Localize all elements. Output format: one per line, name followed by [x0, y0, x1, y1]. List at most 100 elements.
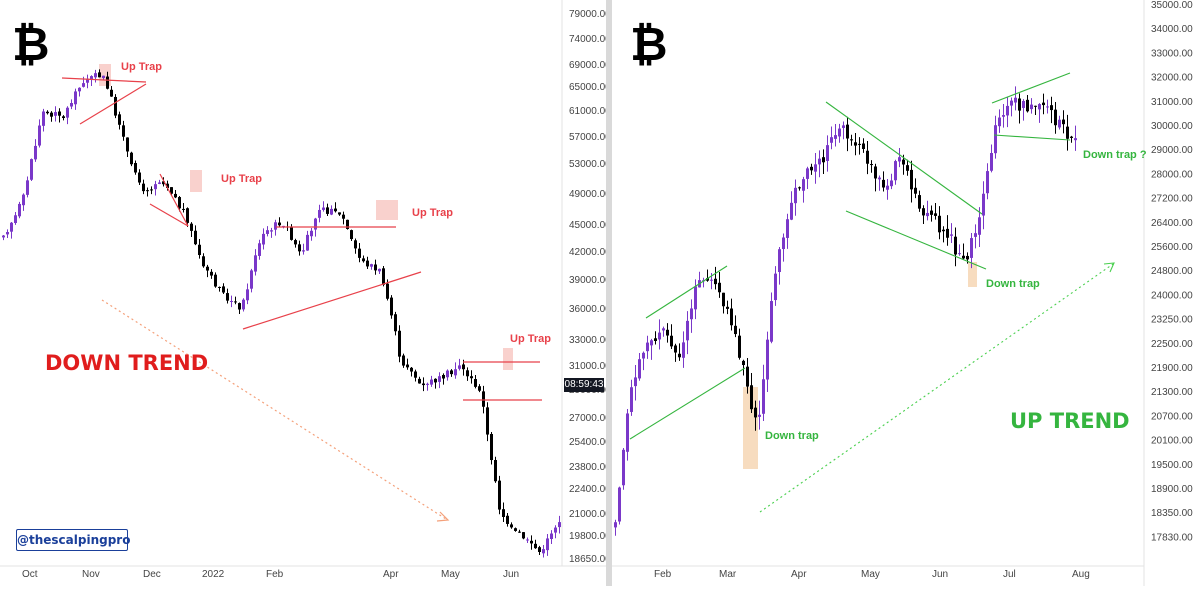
right-candle-body	[1074, 138, 1077, 141]
left-candle-body	[202, 256, 205, 267]
left-candle-body	[462, 364, 465, 370]
left-candle-body	[214, 274, 217, 287]
left-candle-body	[434, 378, 437, 383]
left-candle-body	[326, 207, 329, 214]
left-candle-body	[162, 181, 165, 185]
left-candle-body	[22, 194, 25, 206]
right-candle-body	[1042, 102, 1045, 106]
right-price-tick: 35000.00	[1151, 0, 1193, 11]
left-candle-body	[234, 301, 237, 303]
left-candle-body	[70, 103, 73, 107]
right-candle-body	[886, 185, 889, 190]
left-candle-body	[42, 111, 45, 126]
right-candle-body	[814, 164, 817, 172]
right-price-tick: 32000.00	[1151, 73, 1193, 84]
right-price-tick: 19500.00	[1151, 460, 1193, 471]
left-candle-body	[2, 235, 5, 238]
trend-label-up: UP TREND	[1010, 409, 1130, 433]
left-candle-body	[394, 314, 397, 332]
right-candle-body	[646, 342, 649, 352]
left-candle-body	[402, 355, 405, 366]
left-candle-body	[18, 203, 21, 217]
left-candle-body	[458, 365, 461, 369]
right-price-tick: 23250.00	[1151, 315, 1193, 326]
right-candle-body	[1038, 104, 1041, 110]
left-candle-body	[454, 369, 457, 376]
annotation-down-trap-2: Down trap	[986, 278, 1040, 290]
left-candle-body	[350, 230, 353, 240]
left-up-trap-highlight	[376, 200, 398, 220]
left-candle-body	[470, 376, 473, 379]
right-price-tick: 24800.00	[1151, 266, 1193, 277]
left-candle-body	[414, 371, 417, 378]
left-candle-body	[526, 539, 529, 541]
left-candle-body	[138, 172, 141, 183]
left-candle-body	[198, 244, 201, 256]
right-candle-body	[998, 117, 1001, 127]
right-candle-body	[654, 338, 657, 341]
left-candle-body	[226, 293, 229, 301]
right-candle-body	[746, 366, 749, 387]
left-price-tick: 27000.00	[569, 413, 606, 424]
left-candle-body	[142, 183, 145, 192]
left-trendline	[61, 77, 147, 83]
right-candle-body	[642, 352, 645, 359]
right-candle-body	[958, 253, 961, 255]
left-candle-body	[502, 509, 505, 517]
right-candle-body	[714, 278, 717, 285]
left-candle-body	[446, 370, 449, 378]
right-candle-body	[670, 335, 673, 347]
left-candle-body	[246, 289, 249, 301]
left-candle-body	[378, 268, 381, 272]
left-candle-body	[78, 87, 81, 92]
left-price-tick: 69000.00	[569, 60, 606, 71]
left-candle-body	[266, 230, 269, 234]
left-price-tick: 42000.00	[569, 247, 606, 258]
right-candle-body	[770, 301, 773, 342]
left-time-tick: Apr	[383, 569, 399, 580]
right-price-tick: 26400.00	[1151, 218, 1193, 229]
left-candle-body	[38, 125, 41, 146]
right-candle-body	[966, 255, 969, 260]
left-candle-body	[114, 96, 117, 116]
left-candle-body	[6, 232, 9, 235]
right-candle-body	[862, 143, 865, 149]
left-price-tick: 61000.00	[569, 106, 606, 117]
left-price-tick: 53000.00	[569, 159, 606, 170]
left-candle-body	[90, 76, 93, 80]
left-candle-body	[530, 540, 533, 544]
right-candle-body	[1014, 97, 1017, 103]
right-uptrend-arrow-line	[759, 263, 1114, 513]
right-candle-body	[690, 308, 693, 320]
left-trendline	[159, 173, 189, 227]
right-candle-body	[838, 128, 841, 137]
left-candle-body	[258, 243, 261, 256]
left-candle-body	[150, 189, 153, 191]
right-candle-body	[658, 332, 661, 340]
left-candle-body	[46, 111, 49, 114]
left-time-tick: 2022	[202, 569, 225, 580]
right-trendline	[629, 367, 746, 440]
left-candle-body	[314, 218, 317, 230]
right-trendline	[991, 72, 1071, 104]
left-candle-body	[210, 271, 213, 276]
right-candle-body	[634, 377, 637, 387]
right-price-tick: 18900.00	[1151, 484, 1193, 495]
left-candle-body	[270, 230, 273, 232]
right-price-tick: 33000.00	[1151, 48, 1193, 59]
left-candle-body	[294, 240, 297, 245]
watermark-handle[interactable]: @thescalpingpro	[16, 529, 130, 551]
right-price-tick: 34000.00	[1151, 24, 1193, 35]
right-candle-body	[930, 210, 933, 215]
left-time-tick: Feb	[266, 569, 284, 580]
right-down-trap-highlight	[968, 262, 977, 287]
right-candle-body	[726, 306, 729, 309]
left-candle-body	[154, 184, 157, 190]
left-candle-body	[278, 222, 281, 226]
left-candle-body	[498, 480, 501, 510]
right-candle-body	[786, 219, 789, 238]
right-candle-body	[762, 379, 765, 414]
left-candle-body	[354, 240, 357, 249]
panel-divider[interactable]	[606, 0, 612, 586]
left-trendline	[149, 203, 189, 227]
